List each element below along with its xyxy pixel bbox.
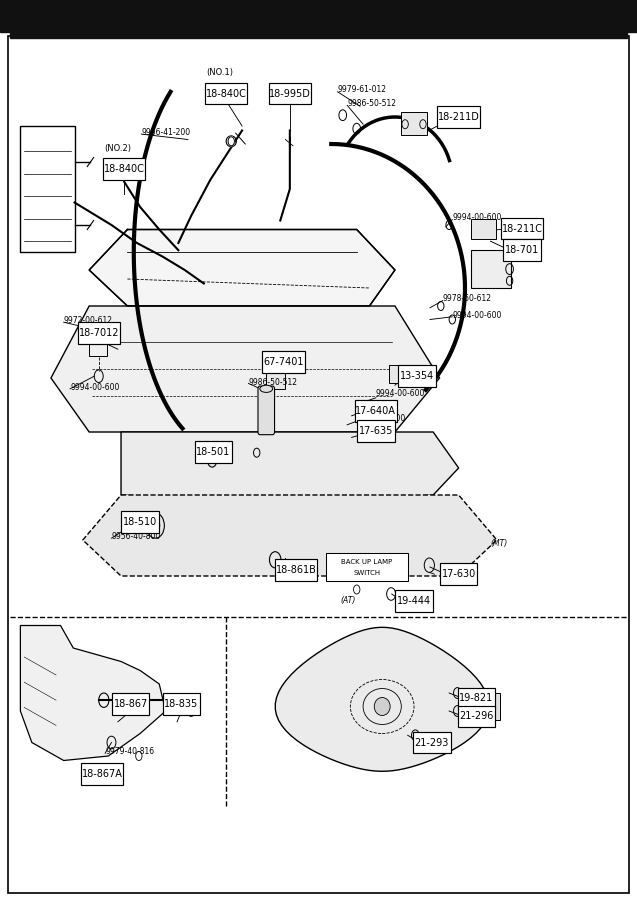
FancyBboxPatch shape	[205, 83, 247, 104]
Text: BACK UP LAMP: BACK UP LAMP	[341, 559, 392, 564]
Text: 18-995D: 18-995D	[269, 88, 311, 99]
Text: 9986-50-512: 9986-50-512	[248, 378, 297, 387]
FancyBboxPatch shape	[269, 83, 311, 104]
FancyBboxPatch shape	[111, 693, 150, 715]
FancyBboxPatch shape	[398, 365, 436, 387]
FancyBboxPatch shape	[355, 400, 397, 422]
Text: 9994-00-600: 9994-00-600	[452, 310, 502, 320]
Text: (NO.1): (NO.1)	[206, 68, 233, 77]
Text: 18-211D: 18-211D	[438, 112, 480, 122]
Polygon shape	[89, 230, 395, 306]
Polygon shape	[51, 306, 440, 432]
FancyBboxPatch shape	[413, 732, 451, 753]
Polygon shape	[83, 495, 497, 576]
FancyBboxPatch shape	[258, 386, 275, 435]
Text: 17-635: 17-635	[359, 426, 393, 436]
Text: 21-293: 21-293	[415, 737, 449, 748]
Text: 9994-00-600: 9994-00-600	[70, 382, 120, 392]
Text: 17-630: 17-630	[441, 569, 476, 580]
Text: 9986-50-512: 9986-50-512	[347, 99, 396, 108]
Text: 9956-41-400: 9956-41-400	[357, 414, 406, 423]
FancyBboxPatch shape	[275, 559, 317, 580]
Text: 9979-40-816: 9979-40-816	[105, 747, 154, 756]
Text: (MT): (MT)	[490, 539, 508, 548]
FancyBboxPatch shape	[162, 693, 201, 715]
Text: 18-867A: 18-867A	[82, 769, 122, 779]
Text: 19-444: 19-444	[397, 596, 431, 607]
Text: SWITCH: SWITCH	[354, 571, 380, 576]
Bar	[89, 339, 107, 356]
Bar	[481, 693, 500, 720]
Text: (AT): (AT)	[341, 596, 356, 605]
FancyBboxPatch shape	[194, 441, 233, 463]
Bar	[471, 219, 496, 238]
Bar	[20, 126, 75, 252]
Bar	[389, 364, 406, 382]
FancyBboxPatch shape	[503, 239, 541, 261]
Text: 18-7012: 18-7012	[78, 328, 119, 338]
Ellipse shape	[260, 385, 273, 392]
Text: 18-501: 18-501	[196, 446, 231, 457]
Bar	[266, 369, 285, 389]
Text: 21-296: 21-296	[459, 711, 494, 722]
Text: 9979-61-012: 9979-61-012	[338, 86, 387, 94]
Text: 9956-41-200: 9956-41-200	[141, 128, 190, 137]
Text: 18-510: 18-510	[123, 517, 157, 527]
Bar	[0, 0, 637, 32]
FancyBboxPatch shape	[103, 158, 145, 180]
FancyBboxPatch shape	[457, 688, 496, 709]
Text: 18-211C: 18-211C	[502, 223, 543, 234]
Bar	[326, 553, 408, 581]
Text: 9956-40-800: 9956-40-800	[111, 532, 161, 541]
Text: 67-7401: 67-7401	[263, 356, 304, 367]
FancyBboxPatch shape	[81, 763, 123, 785]
FancyBboxPatch shape	[78, 322, 120, 344]
FancyBboxPatch shape	[457, 706, 496, 727]
Text: 18-835: 18-835	[164, 698, 199, 709]
FancyBboxPatch shape	[501, 218, 543, 239]
Polygon shape	[275, 627, 489, 771]
FancyBboxPatch shape	[395, 590, 433, 612]
Polygon shape	[121, 432, 459, 504]
Text: 9994-00-600: 9994-00-600	[452, 213, 502, 222]
Text: 13-354: 13-354	[400, 371, 434, 382]
Text: 19-821: 19-821	[459, 693, 494, 704]
FancyBboxPatch shape	[262, 351, 304, 373]
Text: 17-640A: 17-640A	[355, 406, 396, 417]
Text: 18-701: 18-701	[505, 245, 540, 256]
Text: 18-861B: 18-861B	[276, 564, 317, 575]
Circle shape	[228, 137, 234, 146]
Text: 18-840C: 18-840C	[206, 88, 247, 99]
Bar	[471, 250, 511, 288]
FancyBboxPatch shape	[357, 420, 395, 442]
Text: 18-840C: 18-840C	[104, 164, 145, 175]
Text: 9994-00-600: 9994-00-600	[376, 389, 426, 398]
Polygon shape	[20, 626, 166, 760]
Text: 9978-60-612: 9978-60-612	[443, 294, 492, 303]
FancyBboxPatch shape	[440, 563, 478, 585]
Bar	[10, 32, 627, 38]
Text: 9972-00-612: 9972-00-612	[64, 316, 113, 325]
Ellipse shape	[374, 698, 390, 716]
FancyBboxPatch shape	[121, 511, 159, 533]
FancyBboxPatch shape	[438, 106, 480, 128]
Text: 18-867: 18-867	[113, 698, 148, 709]
Bar	[401, 112, 427, 135]
Text: (NO.2): (NO.2)	[104, 144, 131, 153]
